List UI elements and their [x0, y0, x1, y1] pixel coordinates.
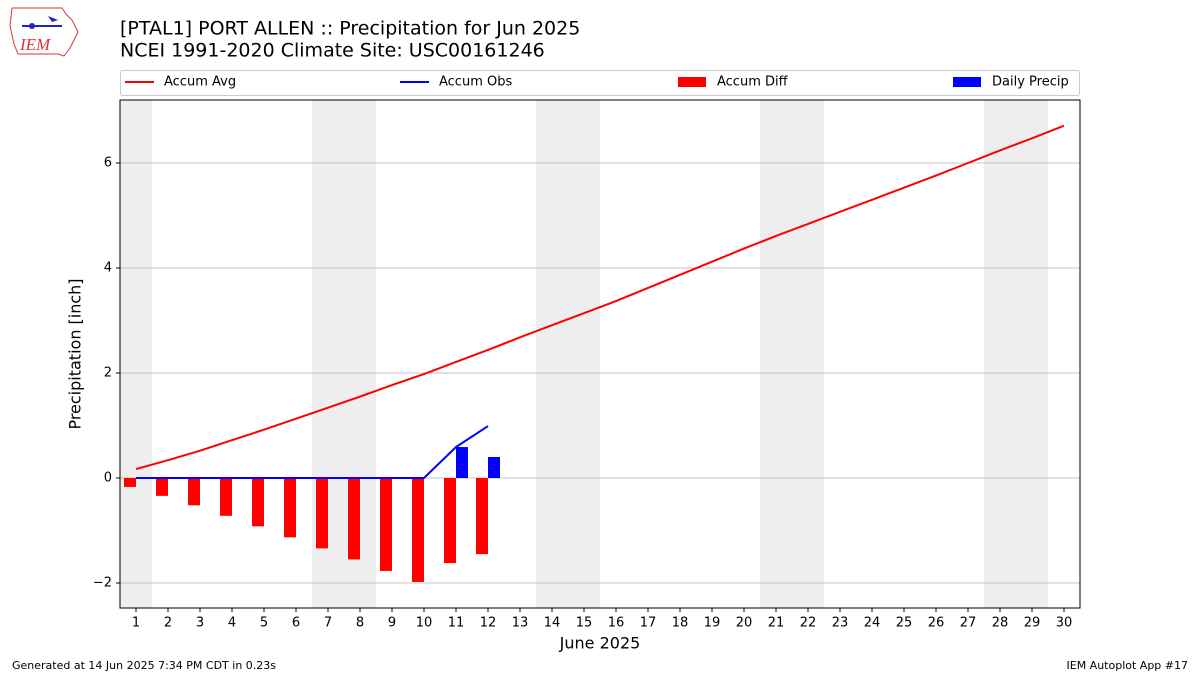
legend-label: Accum Avg [164, 75, 236, 90]
weekend-shade [536, 100, 568, 608]
x-tick-label: 25 [896, 616, 913, 631]
x-tick-label: 11 [448, 616, 465, 631]
bar [488, 457, 500, 479]
legend-label: Accum Diff [717, 75, 789, 90]
x-tick-label: 28 [992, 616, 1009, 631]
y-axis-label: Precipitation [inch] [66, 278, 85, 429]
chart-subtitle: NCEI 1991-2020 Climate Site: USC00161246 [120, 40, 545, 62]
weekend-shade [1016, 100, 1048, 608]
bar [380, 478, 392, 571]
x-tick-label: 8 [356, 616, 364, 631]
logo-text: IEM [19, 35, 51, 54]
x-tick-label: 23 [832, 616, 849, 631]
legend-swatch [678, 77, 706, 87]
legend-swatch [953, 77, 981, 87]
x-tick-label: 9 [388, 616, 396, 631]
x-tick-label: 29 [1024, 616, 1041, 631]
x-tick-label: 3 [196, 616, 204, 631]
bar [284, 478, 296, 538]
logo-dot [29, 23, 35, 29]
x-tick-label: 19 [704, 616, 721, 631]
weekend-shade [760, 100, 792, 608]
y-tick-label: 6 [104, 156, 112, 171]
x-axis-label: June 2025 [559, 634, 641, 653]
x-tick-label: 26 [928, 616, 945, 631]
bar [476, 478, 488, 555]
x-tick-label: 24 [864, 616, 881, 631]
logo-outline [9, 7, 79, 57]
x-tick-label: 4 [228, 616, 236, 631]
legend-box [120, 70, 1080, 96]
bar [348, 478, 360, 560]
chart-title: [PTAL1] PORT ALLEN :: Precipitation for … [120, 18, 580, 40]
weekend-shade [792, 100, 824, 608]
x-tick-label: 2 [164, 616, 172, 631]
y-tick-label: 0 [104, 471, 112, 486]
x-tick-label: 1 [132, 616, 140, 631]
x-tick-label: 7 [324, 616, 332, 631]
legend-label: Accum Obs [439, 75, 512, 90]
weekend-shade [568, 100, 600, 608]
x-tick-label: 13 [512, 616, 529, 631]
bar [124, 478, 136, 487]
x-tick-label: 10 [416, 616, 433, 631]
footer-right: IEM Autoplot App #17 [1067, 659, 1189, 672]
x-tick-label: 12 [480, 616, 497, 631]
x-tick-label: 6 [292, 616, 300, 631]
x-tick-label: 20 [736, 616, 753, 631]
legend-label: Daily Precip [992, 75, 1069, 90]
footer-left: Generated at 14 Jun 2025 7:34 PM CDT in … [12, 659, 276, 672]
weekend-shade [120, 100, 152, 608]
bar [156, 478, 168, 496]
bar [220, 478, 232, 516]
x-tick-label: 21 [768, 616, 785, 631]
bar [252, 478, 264, 527]
line [136, 425, 489, 480]
line [135, 124, 1065, 471]
y-tick-label: 4 [104, 261, 112, 276]
bar [188, 478, 200, 506]
x-tick-label: 22 [800, 616, 817, 631]
x-tick-label: 14 [544, 616, 561, 631]
x-tick-label: 30 [1056, 616, 1073, 631]
bar [316, 478, 328, 549]
bar [456, 447, 468, 479]
x-tick-label: 5 [260, 616, 268, 631]
x-tick-label: 18 [672, 616, 689, 631]
y-tick-label: −2 [93, 576, 112, 591]
x-tick-label: 16 [608, 616, 625, 631]
plot-frame [119, 99, 1081, 609]
x-tick-label: 15 [576, 616, 593, 631]
x-tick-label: 27 [960, 616, 977, 631]
bar [412, 478, 424, 582]
logo: IEM [9, 7, 79, 57]
y-tick-label: 2 [104, 366, 112, 381]
bar [444, 478, 456, 564]
x-tick-label: 17 [640, 616, 657, 631]
logo-flag [48, 16, 58, 22]
weekend-shade [984, 100, 1016, 608]
